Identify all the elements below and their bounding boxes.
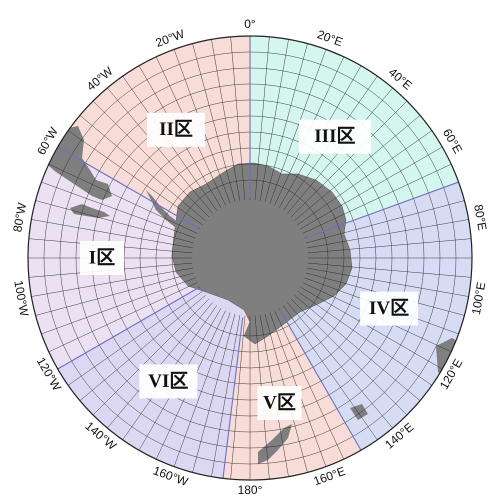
- meridian-line: [269, 49, 327, 204]
- meridian-line: [41, 277, 196, 335]
- region-boundary-6: [222, 317, 244, 479]
- region-label-4: IV区: [369, 298, 409, 319]
- meridian-line: [48, 282, 198, 353]
- region-label-box: [360, 291, 419, 326]
- tasmania: [350, 404, 368, 420]
- meridian-line: [307, 267, 469, 297]
- region-label-3: III区: [314, 126, 355, 147]
- region-label-box: [80, 241, 124, 275]
- meridian-line: [297, 291, 432, 386]
- region-label-6: VI区: [148, 371, 188, 392]
- meridian-line: [307, 238, 472, 254]
- region-label-box: [257, 386, 302, 421]
- region-boundary-5: [279, 309, 362, 451]
- region-label-box: [139, 364, 198, 399]
- region-boundary-4: [306, 181, 459, 238]
- meridian-line: [300, 146, 443, 230]
- meridian-line: [107, 87, 213, 214]
- meridian-line: [211, 39, 241, 201]
- meridian-line: [211, 315, 241, 477]
- meridian-line: [290, 100, 408, 218]
- region-boundary-2: [57, 146, 199, 229]
- meridian-line: [294, 115, 421, 221]
- meridian-line: [92, 298, 210, 416]
- meridian-line: [274, 310, 345, 460]
- meridian-line: [264, 43, 308, 203]
- region-labels: I区 II区 III区 IV区 V区 VI区: [80, 112, 419, 421]
- map-outline: [27, 35, 473, 481]
- region-label-5: V区: [263, 392, 296, 413]
- longitude-label: 100°E: [469, 281, 488, 316]
- antarctica-landmass: [171, 162, 353, 345]
- longitude-label: 80°W: [10, 201, 29, 233]
- longitude-label: 180°: [238, 483, 263, 497]
- meridian-line: [192, 43, 236, 203]
- longitude-label: 80°E: [471, 203, 489, 231]
- meridian-line: [173, 312, 231, 467]
- meridian-line: [68, 130, 203, 225]
- meridian-line: [35, 200, 195, 244]
- falkland-islands: [70, 204, 110, 218]
- meridian-line: [259, 39, 289, 201]
- meridian-line: [307, 262, 472, 278]
- meridian-line: [79, 295, 206, 401]
- longitude-label: 100°W: [11, 279, 31, 318]
- meridian-line: [305, 200, 465, 244]
- meridian-line: [68, 291, 203, 386]
- meridian-line: [192, 313, 236, 473]
- longitude-label: 20°E: [315, 27, 344, 49]
- meridian-line: [283, 305, 378, 440]
- meridian-line: [230, 315, 246, 480]
- meridian-line: [287, 302, 393, 429]
- region-boundaries: [57, 36, 459, 479]
- meridian-line: [290, 298, 408, 416]
- meridian-line: [48, 163, 198, 234]
- region-label-box: [298, 119, 371, 154]
- meridian-line: [31, 219, 193, 249]
- meridian-line: [35, 272, 195, 316]
- longitude-label: 0°: [244, 17, 256, 31]
- region-label-box: [147, 112, 205, 147]
- meridian-line: [297, 130, 432, 225]
- region-label-1: I区: [89, 247, 115, 268]
- meridian-line: [254, 36, 270, 201]
- meridian-line: [230, 36, 246, 201]
- antarctic-peninsula: [146, 190, 178, 228]
- meridian-line: [294, 295, 421, 401]
- meridian-line: [79, 115, 206, 221]
- meridian-line: [302, 163, 452, 234]
- meridian-line: [300, 286, 443, 370]
- meridian-line: [92, 100, 210, 218]
- meridian-line: [31, 267, 193, 297]
- meridian-line: [307, 219, 469, 249]
- new-zealand: [258, 424, 292, 464]
- region-boundary-1: [57, 287, 199, 370]
- region-label-2: II区: [159, 119, 193, 140]
- meridian-line: [41, 181, 196, 239]
